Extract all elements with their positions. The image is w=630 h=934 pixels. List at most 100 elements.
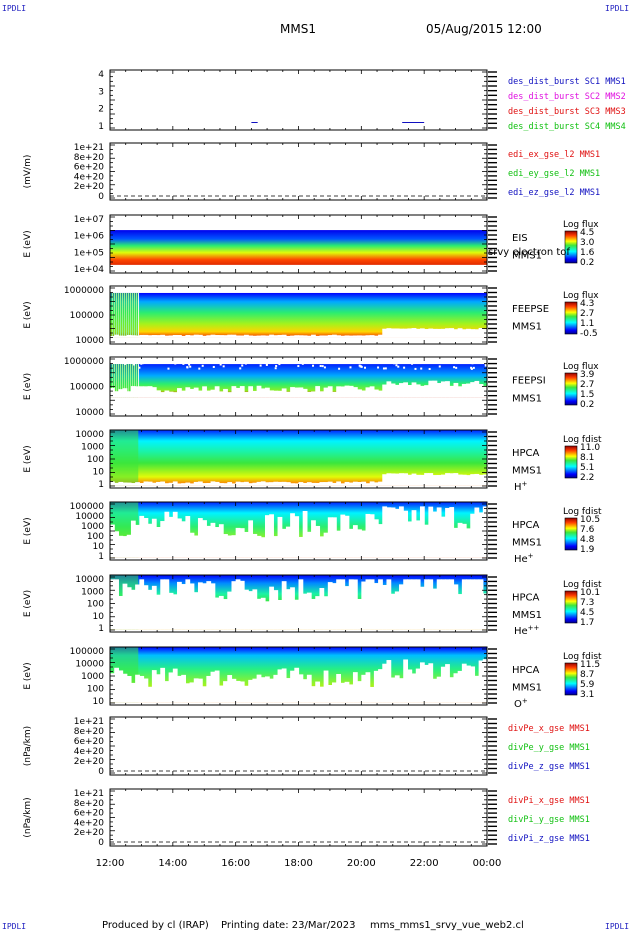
hpca-h-empty-bin bbox=[168, 482, 174, 486]
feepse-colorbar-tick: 1.1 bbox=[580, 319, 594, 329]
hpca-o-ytick-label: 100000 bbox=[70, 647, 105, 657]
hpca-he-empty-bin bbox=[285, 526, 291, 558]
hpca-hepp-empty-bin bbox=[449, 579, 455, 630]
feepse-empty-bin bbox=[227, 334, 233, 338]
feepse-empty-bin bbox=[457, 328, 463, 338]
hpca-h-empty-bin bbox=[348, 482, 354, 486]
hpca-he-empty-bin bbox=[440, 516, 446, 558]
hpca-hepp-empty-bin bbox=[139, 579, 145, 630]
feepsi-noise bbox=[359, 365, 362, 368]
feepsi-empty-bin bbox=[327, 386, 333, 398]
feepsi-empty-bin bbox=[298, 387, 304, 398]
feepsi-empty-bin bbox=[244, 392, 249, 398]
hpca-h-empty-bin bbox=[151, 482, 157, 486]
hpca-he-ytick-label: 1000 bbox=[81, 522, 104, 532]
hpca-he-empty-bin bbox=[248, 520, 254, 558]
feepse-empty-bin bbox=[189, 335, 195, 338]
hpca-o-empty-bin bbox=[273, 674, 279, 703]
feepse-empty-bin bbox=[298, 335, 304, 338]
hpca-h-empty-bin bbox=[135, 482, 140, 486]
hpca-h-empty-bin bbox=[156, 481, 161, 486]
feepse-empty-bin bbox=[206, 335, 212, 338]
feepse-empty-bin bbox=[193, 334, 199, 338]
feepsi-noise bbox=[384, 367, 387, 370]
hpca-h-empty-bin bbox=[197, 481, 203, 486]
efield-ytick-label: 8e+20 bbox=[74, 153, 105, 163]
feepse-empty-bin bbox=[151, 335, 157, 338]
hpca-h-empty-bin bbox=[449, 473, 455, 486]
hpca-o-empty-bin bbox=[369, 686, 375, 703]
feepse-empty-bin bbox=[285, 335, 291, 338]
feepsi-empty-bin bbox=[436, 383, 442, 398]
feepse-empty-bin bbox=[340, 335, 346, 338]
hpca-o-colorbar-tick: 8.7 bbox=[580, 670, 594, 680]
hpca-o-empty-bin bbox=[478, 660, 484, 703]
feepsi-empty-bin bbox=[239, 386, 245, 398]
feepse-empty-bin bbox=[110, 335, 115, 338]
feepsi-empty-bin bbox=[432, 380, 438, 398]
hpca-hepp-empty-bin bbox=[214, 597, 220, 630]
eis-ytick-label: 1e+06 bbox=[74, 232, 105, 242]
feepsi-empty-bin bbox=[290, 387, 295, 398]
hpca-he-empty-bin bbox=[151, 518, 157, 558]
hpca-he-colorbar-title: Log fdist bbox=[563, 507, 602, 517]
feepse-empty-bin bbox=[143, 334, 149, 338]
feepse-empty-bin bbox=[411, 328, 417, 338]
feepsi-empty-bin bbox=[260, 388, 266, 398]
hpca-he-empty-bin bbox=[449, 507, 455, 558]
feepsi-empty-bin bbox=[357, 389, 362, 398]
hpca-he-empty-bin bbox=[189, 532, 195, 558]
feepsi-empty-bin bbox=[281, 388, 287, 398]
hpca-hepp-empty-bin bbox=[239, 580, 245, 630]
feepse-empty-bin bbox=[139, 334, 145, 338]
feepsi-empty-bin bbox=[386, 381, 392, 398]
hpca-hepp-empty-bin bbox=[378, 579, 383, 630]
feepse-empty-bin bbox=[445, 328, 450, 338]
hpca-o-empty-bin bbox=[168, 672, 174, 703]
hpca-h-empty-bin bbox=[457, 474, 463, 486]
feepsi-empty-bin bbox=[474, 380, 480, 398]
efield-ylabel: (mV/m) bbox=[23, 155, 33, 189]
hpca-o-empty-bin bbox=[440, 666, 446, 703]
hpca-he-empty-bin bbox=[357, 529, 362, 558]
hpca-hepp-empty-bin bbox=[315, 596, 321, 630]
feepse-colorbar-tick: 4.3 bbox=[580, 299, 594, 309]
hpca-hepp-empty-bin bbox=[357, 598, 362, 630]
hpca-h-empty-bin bbox=[390, 473, 396, 486]
feepsi-empty-bin bbox=[424, 385, 429, 398]
hpca-hepp-empty-bin bbox=[336, 579, 341, 630]
feepsi-noise bbox=[140, 362, 143, 365]
hpca-hepp-empty-bin bbox=[223, 599, 228, 630]
hpca-o-spacecraft-label: MMS1 bbox=[512, 683, 542, 694]
hpca-o-empty-bin bbox=[298, 674, 304, 703]
hpca-o-species-charge: + bbox=[522, 697, 528, 705]
hpca-hepp-empty-bin bbox=[466, 579, 471, 630]
feepsi-empty-bin bbox=[206, 390, 212, 398]
hpca-o-empty-bin bbox=[461, 663, 467, 703]
feepsi-empty-bin bbox=[252, 390, 258, 398]
feepsi-empty-bin bbox=[164, 390, 170, 398]
hpca-h-empty-bin bbox=[277, 481, 283, 486]
hpca-hepp-empty-bin bbox=[373, 583, 379, 630]
hpca-he-empty-bin bbox=[126, 534, 132, 558]
feepsi-empty-bin bbox=[449, 385, 455, 398]
hpca-o-empty-bin bbox=[319, 686, 325, 703]
hpca-he-colorbar-tick: 10.5 bbox=[580, 515, 600, 525]
hpca-he-empty-bin bbox=[231, 535, 237, 558]
hpca-o-species-label: O+ bbox=[514, 697, 528, 710]
feepse-empty-bin bbox=[277, 334, 283, 338]
hpca-o-empty-bin bbox=[394, 675, 400, 703]
feepsi-noise bbox=[319, 364, 322, 367]
feepsi-empty-bin bbox=[348, 385, 354, 398]
hpca-he-empty-bin bbox=[210, 522, 216, 558]
hpca-o-empty-bin bbox=[407, 669, 413, 703]
hpca-hepp-empty-bin bbox=[445, 579, 450, 630]
feepse-colorbar-tick: -0.5 bbox=[580, 329, 598, 339]
feepse-empty-bin bbox=[419, 328, 425, 338]
feepsi-empty-bin bbox=[323, 387, 329, 398]
hpca-o-empty-bin bbox=[432, 678, 438, 703]
feepsi-noise bbox=[455, 366, 458, 369]
hpca-h-colorbar-tick: 5.1 bbox=[580, 463, 594, 473]
hpca-hepp-empty-bin bbox=[281, 581, 287, 630]
